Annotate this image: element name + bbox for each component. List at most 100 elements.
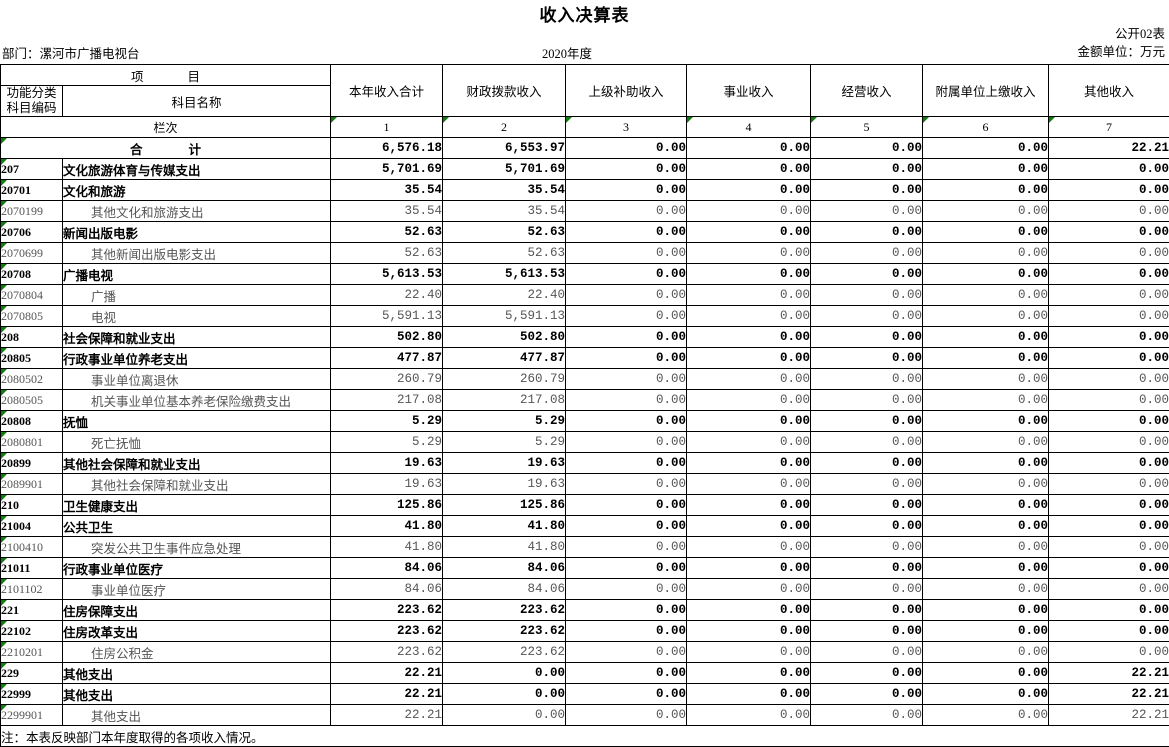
- row-cell-col-4: 0.00: [686, 242, 812, 264]
- row-cell-col-1: 5,701.69: [330, 158, 444, 180]
- row-subject-name: 社会保障和就业支出: [61, 326, 332, 348]
- row-cell-col-6: 0.00: [922, 284, 1050, 306]
- row-cell-col-6: 0.00: [922, 326, 1050, 348]
- row-cell-col-6: 0.00: [922, 662, 1050, 684]
- row-cell-col-3: 0.00: [565, 578, 688, 600]
- row-cell-col-4: 0.00: [686, 389, 812, 411]
- row-cell-col-7: 0.00: [1048, 473, 1169, 495]
- row-code: 2299901: [0, 704, 63, 726]
- table-row: 2080502 事业单位离退休 260.79 260.79 0.00 0.00 0.00 0.…: [0, 368, 1169, 390]
- row-cell-col-2: 0.00: [442, 704, 567, 726]
- row-cell-col-2: 217.08: [442, 389, 567, 411]
- row-cell-col-6: 0.00: [922, 620, 1050, 642]
- sheet-number-label: 公开02表: [1114, 27, 1165, 41]
- row-subject-name: 卫生健康支出: [61, 494, 332, 516]
- row-cell-col-6: 0.00: [922, 557, 1050, 579]
- row-cell-col-3: 0.00: [565, 704, 688, 726]
- row-cell-col-5: 0.00: [810, 557, 924, 579]
- row-subject-name: 新闻出版电影: [61, 221, 332, 243]
- table-row: 221 住房保障支出 223.62 223.62 0.00 0.00 0.00 0.00 0.0…: [0, 599, 1169, 621]
- row-cell-col-6: 0.00: [922, 158, 1050, 180]
- row-cell-col-3: 0.00: [565, 473, 688, 495]
- row-code: 20899: [0, 452, 63, 474]
- row-cell-col-5: 0.00: [810, 200, 924, 222]
- header-col-5: 经营收入: [810, 64, 924, 117]
- header-function-code-line2: 科目编码: [6, 101, 57, 115]
- row-cell-col-6: 0.00: [922, 221, 1050, 243]
- header-col-4: 事业收入: [686, 64, 812, 117]
- row-cell-col-4: 0.00: [686, 200, 812, 222]
- row-cell-col-4: 0.00: [686, 662, 812, 684]
- fiscal-year-label: 2020年度: [541, 47, 592, 61]
- lanci-number-5: 5: [810, 116, 924, 138]
- table-row: 2210201 住房公积金 223.62 223.62 0.00 0.00 0.00 0.00…: [0, 641, 1169, 663]
- row-cell-col-1: 5,591.13: [330, 305, 444, 327]
- row-cell-col-4: 0.00: [686, 263, 812, 285]
- row-cell-col-1: 84.06: [330, 578, 444, 600]
- lanci-number-1: 1: [330, 116, 444, 138]
- row-cell-col-2: 223.62: [442, 599, 567, 621]
- row-cell-col-5: 0.00: [810, 662, 924, 684]
- header-subject-name: 科目名称: [61, 85, 332, 117]
- row-cell-col-2: 125.86: [442, 494, 567, 516]
- row-cell-col-2: 84.06: [442, 578, 567, 600]
- row-cell-col-4: 0.00: [686, 620, 812, 642]
- row-code: 20701: [0, 179, 63, 201]
- row-cell-col-2: 260.79: [442, 368, 567, 390]
- row-cell-col-5: 0.00: [810, 515, 924, 537]
- total-cell-col-1: 6,576.18: [330, 137, 444, 159]
- row-cell-col-1: 84.06: [330, 557, 444, 579]
- table-row: 2070699 其他新闻出版电影支出 52.63 52.63 0.00 0.00 0.00 0…: [0, 242, 1169, 264]
- table-row: 207 文化旅游体育与传媒支出 5,701.69 5,701.69 0.00 0.00 0.…: [0, 158, 1169, 180]
- row-cell-col-5: 0.00: [810, 305, 924, 327]
- row-cell-col-3: 0.00: [565, 683, 688, 705]
- table-row: 2101102 事业单位医疗 84.06 84.06 0.00 0.00 0.00 0.00 0…: [0, 578, 1169, 600]
- row-cell-col-6: 0.00: [922, 599, 1050, 621]
- total-row-label-text: 合计: [130, 142, 248, 157]
- row-code: 20708: [0, 263, 63, 285]
- row-cell-col-1: 52.63: [330, 221, 444, 243]
- row-cell-col-6: 0.00: [922, 515, 1050, 537]
- row-cell-col-1: 223.62: [330, 641, 444, 663]
- table-row: 2070199 其他文化和旅游支出 35.54 35.54 0.00 0.00 0.00 0.…: [0, 200, 1169, 222]
- row-cell-col-2: 52.63: [442, 242, 567, 264]
- row-cell-col-6: 0.00: [922, 641, 1050, 663]
- row-cell-col-3: 0.00: [565, 242, 688, 264]
- row-cell-col-3: 0.00: [565, 221, 688, 243]
- table-row: 2070804 广播 22.40 22.40 0.00 0.00 0.00 0.00 0.00: [0, 284, 1169, 306]
- row-subject-name: 其他新闻出版电影支出: [61, 242, 332, 264]
- row-cell-col-5: 0.00: [810, 473, 924, 495]
- row-cell-col-4: 0.00: [686, 578, 812, 600]
- row-cell-col-5: 0.00: [810, 683, 924, 705]
- row-subject-name: 广播电视: [61, 263, 332, 285]
- department-label: 部门：漯河市广播电视台: [2, 47, 140, 61]
- row-cell-col-7: 0.00: [1048, 200, 1169, 222]
- row-cell-col-2: 5.29: [442, 410, 567, 432]
- meta-row: 部门：漯河市广播电视台 2020年度: [0, 46, 1169, 64]
- row-subject-name: 其他社会保障和就业支出: [61, 473, 332, 495]
- row-code: 2080502: [0, 368, 63, 390]
- total-cell-col-4: 0.00: [686, 137, 812, 159]
- row-subject-name: 住房保障支出: [61, 599, 332, 621]
- table-row: 20808 抚恤 5.29 5.29 0.00 0.00 0.00 0.00 0.00: [0, 410, 1169, 432]
- row-cell-col-3: 0.00: [565, 326, 688, 348]
- row-cell-col-3: 0.00: [565, 536, 688, 558]
- row-cell-col-1: 5,613.53: [330, 263, 444, 285]
- row-cell-col-6: 0.00: [922, 263, 1050, 285]
- row-cell-col-3: 0.00: [565, 599, 688, 621]
- lanci-number-7: 7: [1048, 116, 1169, 138]
- row-code: 2210201: [0, 641, 63, 663]
- row-cell-col-1: 5.29: [330, 410, 444, 432]
- lanci-number-4: 4: [686, 116, 812, 138]
- lanci-number-2: 2: [442, 116, 567, 138]
- row-code: 20706: [0, 221, 63, 243]
- row-cell-col-2: 477.87: [442, 347, 567, 369]
- row-subject-name: 住房改革支出: [61, 620, 332, 642]
- row-cell-col-1: 35.54: [330, 179, 444, 201]
- row-cell-col-3: 0.00: [565, 662, 688, 684]
- row-cell-col-3: 0.00: [565, 620, 688, 642]
- row-cell-col-3: 0.00: [565, 410, 688, 432]
- row-cell-col-4: 0.00: [686, 683, 812, 705]
- row-cell-col-5: 0.00: [810, 494, 924, 516]
- row-cell-col-3: 0.00: [565, 200, 688, 222]
